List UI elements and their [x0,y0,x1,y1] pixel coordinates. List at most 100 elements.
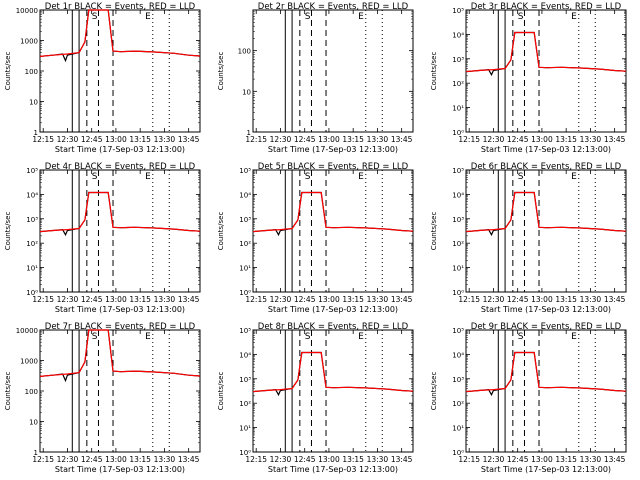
plot-frame [252,9,414,133]
x-axis-label: Start Time (17-Sep-03 12:13:00) [481,145,611,154]
y-tick-label: 10000 [16,327,38,335]
x-tick-label: 13:45 [178,455,200,464]
y-tick-label: 100 [25,388,38,396]
y-tick-label: 10¹ [26,265,38,273]
x-tick-label: 13:00 [105,135,127,144]
x-tick-label: 13:45 [178,135,200,144]
y-tick-label: 10⁰ [26,289,38,297]
y-axis-label: Counts/sec [217,52,225,91]
y-tick-label: 10³ [452,216,464,224]
marker-label: S [92,12,98,22]
x-tick-label: 12:45 [81,295,103,304]
y-tick-label: 10³ [239,216,251,224]
marker-label: E [358,332,364,342]
x-tick-label: 12:30 [270,135,292,144]
x-tick-label: 13:00 [105,295,127,304]
y-tick-label: 10³ [452,376,464,384]
x-tick-label: 12:30 [57,295,79,304]
y-tick-label: 10⁵ [452,327,464,335]
x-axis-label: Start Time (17-Sep-03 12:13:00) [481,465,611,474]
panel-det-4: Det 4r BLACK = Events, RED = LLD 10⁰ 10¹ 10… [4,162,201,314]
x-tick-label: 13:45 [391,455,413,464]
x-axis-label: Start Time (17-Sep-03 12:13:00) [55,305,185,314]
y-tick-label: 10³ [452,56,464,64]
panel-det-5: Det 5r BLACK = Events, RED = LLD 10⁰ 10¹ 10… [217,162,414,314]
y-tick-label: 10 [29,419,38,427]
marker-label: S [92,332,98,342]
y-tick-label: 10³ [239,376,251,384]
x-tick-label: 13:30 [580,295,602,304]
plot-frame [39,329,201,453]
y-tick-label: 10⁴ [239,191,251,199]
x-axis-label: Start Time (17-Sep-03 12:13:00) [55,145,185,154]
panel-title: Det 9r BLACK = Events, RED = LLD [471,322,622,332]
y-tick-label: 10⁵ [239,167,251,175]
x-tick-label: 13:30 [154,135,176,144]
x-tick-label: 13:30 [367,135,389,144]
y-axis-label: Counts/sec [4,52,12,91]
series-line-lld [39,329,201,377]
x-tick-label: 12:45 [294,135,316,144]
y-tick-label: 100 [25,68,38,76]
x-axis-label: Start Time (17-Sep-03 12:13:00) [268,145,398,154]
series-line-lld [39,9,201,57]
y-tick-label: 10⁵ [452,167,464,175]
y-tick-label: 1000 [20,358,38,366]
y-tick-label: 10000 [16,7,38,15]
x-tick-label: 12:45 [507,295,529,304]
x-tick-label: 12:15 [245,295,267,304]
x-tick-label: 12:45 [507,455,529,464]
x-tick-label: 12:45 [81,135,103,144]
x-tick-label: 13:15 [342,135,364,144]
x-tick-label: 13:00 [318,455,340,464]
x-tick-label: 13:30 [154,295,176,304]
y-tick-label: 10⁵ [239,327,251,335]
x-tick-label: 12:15 [458,135,480,144]
y-axis-label: Counts/sec [430,372,438,411]
series-line-events [465,191,627,237]
panel-det-3: Det 3r BLACK = Events, RED = LLD 10⁰ 10¹ 10… [430,2,627,154]
panel-det-9: Det 9r BLACK = Events, RED = LLD 10⁰ 10¹ 10… [430,322,627,474]
panel-title: Det 6r BLACK = Events, RED = LLD [471,162,622,172]
panel-title: Det 4r BLACK = Events, RED = LLD [45,162,196,172]
x-tick-label: 12:30 [57,455,79,464]
marker-label: E [571,172,577,182]
y-tick-label: 10² [26,240,38,248]
marker-label: S [518,12,524,22]
x-tick-label: 13:00 [318,295,340,304]
series-line-lld [252,191,414,233]
x-tick-label: 13:15 [342,455,364,464]
y-tick-label: 10⁵ [452,7,464,15]
panel-det-8: Det 8r BLACK = Events, RED = LLD 10⁰ 10¹ 10… [217,322,414,474]
panel-det-2: Det 2r BLACK = Events, RED = LLD 1 10 100 Co… [217,2,414,154]
marker-label: E [571,12,577,22]
y-tick-label: 1 [34,449,38,457]
y-tick-label: 10⁴ [26,191,38,199]
x-tick-label: 13:15 [342,295,364,304]
x-tick-label: 13:15 [129,295,151,304]
x-axis-label: Start Time (17-Sep-03 12:13:00) [268,465,398,474]
x-tick-label: 12:30 [483,135,505,144]
y-tick-label: 10⁴ [452,191,464,199]
series-line-events [465,31,627,77]
marker-label: S [305,12,311,22]
series-line-lld [465,31,627,73]
x-tick-label: 13:30 [580,135,602,144]
x-tick-label: 12:30 [483,455,505,464]
x-tick-label: 13:00 [105,455,127,464]
marker-label: S [518,172,524,182]
x-axis-label: Start Time (17-Sep-03 12:13:00) [481,305,611,314]
x-tick-label: 12:15 [458,455,480,464]
x-axis-label: Start Time (17-Sep-03 12:13:00) [268,305,398,314]
marker-label: E [145,172,151,182]
y-tick-label: 100 [238,48,251,56]
panel-title: Det 2r BLACK = Events, RED = LLD [258,2,409,12]
y-tick-label: 10⁰ [452,129,464,137]
panel-title: Det 8r BLACK = Events, RED = LLD [258,322,409,332]
x-tick-label: 13:00 [531,135,553,144]
x-tick-label: 13:30 [580,455,602,464]
x-tick-label: 12:30 [270,295,292,304]
marker-label: E [358,12,364,22]
series-line-lld [465,191,627,233]
y-tick-label: 10¹ [239,425,251,433]
